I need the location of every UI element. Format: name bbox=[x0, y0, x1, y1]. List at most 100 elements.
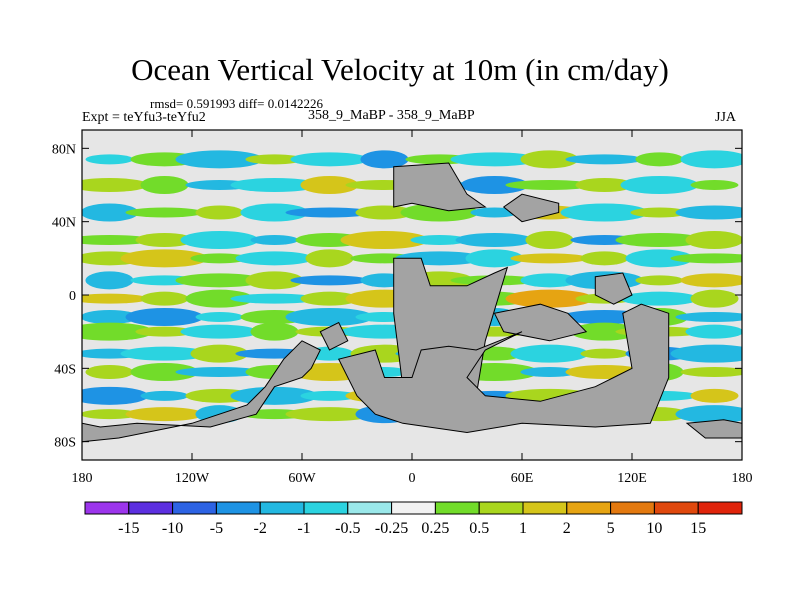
anomaly-cell bbox=[570, 322, 639, 341]
anomaly-cell bbox=[680, 367, 742, 377]
colorbar-box bbox=[653, 501, 699, 515]
anomaly-cell bbox=[175, 273, 264, 288]
colorbar-label: -0.25 bbox=[375, 520, 408, 537]
anomaly-cell bbox=[82, 293, 149, 304]
anomaly-cell bbox=[82, 235, 154, 245]
anomaly-cell bbox=[620, 291, 699, 306]
anomaly-cell bbox=[82, 386, 149, 405]
anomaly-cell bbox=[82, 409, 139, 420]
anomaly-cell bbox=[690, 388, 739, 403]
anomaly-cell bbox=[125, 207, 204, 218]
colorbar-box bbox=[610, 501, 655, 515]
colorbar-label: 10 bbox=[646, 520, 662, 537]
anomaly-cell bbox=[510, 253, 589, 264]
colorbar-box bbox=[434, 501, 480, 515]
anomaly-cell bbox=[340, 231, 429, 249]
axes: 180 120W 60W 0 60E 120E 180 80N 40N 0 40S 80S bbox=[52, 130, 753, 486]
anomaly-cell bbox=[520, 367, 579, 377]
anomaly-cell bbox=[85, 365, 134, 379]
anomaly-cell bbox=[125, 407, 204, 422]
anomaly-cell bbox=[140, 176, 189, 194]
anomaly-cell bbox=[670, 253, 742, 264]
anomaly-cell bbox=[190, 344, 249, 363]
anomaly-cell bbox=[575, 178, 634, 192]
anomaly-cell bbox=[230, 293, 319, 304]
anomaly-cell bbox=[635, 275, 684, 286]
anomaly-cell bbox=[300, 390, 359, 401]
anomaly-cell bbox=[580, 251, 629, 266]
colorbar-box bbox=[478, 501, 524, 515]
colorbar-box bbox=[84, 501, 130, 515]
anomaly-cell bbox=[250, 235, 299, 245]
anomaly-cell bbox=[180, 231, 259, 249]
colorbar-label: 2 bbox=[563, 520, 571, 537]
anomaly-cell bbox=[195, 205, 244, 220]
anomaly-cell bbox=[560, 203, 649, 222]
anomaly-cell bbox=[410, 235, 469, 245]
land-mask bbox=[319, 321, 349, 351]
land-mask bbox=[82, 340, 321, 443]
anomaly-cell bbox=[175, 150, 264, 169]
anomaly-cell bbox=[82, 203, 139, 222]
anomaly-cell bbox=[140, 390, 189, 401]
colorbar-box bbox=[303, 501, 349, 515]
anomaly-cell bbox=[305, 249, 354, 268]
anomaly-cell bbox=[250, 322, 299, 341]
rmsd-diff-stats: rmsd= 0.591993 diff= 0.0142226 bbox=[150, 96, 323, 111]
anomaly-cell bbox=[615, 233, 704, 247]
colorbar-box bbox=[172, 501, 217, 515]
anomaly-cell bbox=[625, 249, 694, 268]
x-tick-label: 180 bbox=[72, 471, 93, 486]
anomaly-cell bbox=[185, 289, 254, 308]
anomaly-cell bbox=[290, 152, 369, 167]
colorbar-label: -1 bbox=[297, 520, 310, 537]
anomaly-cell bbox=[130, 363, 199, 381]
chart-title: Ocean Vertical Velocity at 10m (in cm/da… bbox=[131, 52, 669, 87]
anomaly-cell bbox=[505, 180, 594, 190]
experiment-label: Expt = teYfu3-teYfu2 bbox=[82, 110, 206, 125]
colorbar-label: -10 bbox=[162, 520, 183, 537]
anomaly-cell bbox=[685, 231, 742, 249]
y-tick-label: 40S bbox=[54, 362, 76, 377]
anomaly-cell bbox=[520, 150, 579, 169]
anomaly-cell bbox=[460, 176, 529, 194]
anomaly-cell bbox=[85, 271, 134, 290]
anomaly-cell bbox=[685, 324, 742, 339]
anomaly-cell bbox=[85, 154, 134, 165]
anomaly-cell bbox=[300, 176, 359, 194]
anomaly-cell bbox=[285, 207, 374, 218]
x-tick-label: 120E bbox=[617, 471, 647, 486]
colorbar-label: -5 bbox=[210, 520, 223, 537]
colorbar-label: -0.5 bbox=[335, 520, 360, 537]
anomaly-cell bbox=[135, 233, 194, 247]
anomaly-cell bbox=[285, 308, 374, 326]
anomaly-cell bbox=[195, 312, 244, 322]
run-comparison-label: 358_9_MaBP - 358_9_MaBP bbox=[308, 108, 475, 123]
colorbar-label: 1 bbox=[519, 520, 527, 537]
anomaly-cell bbox=[675, 405, 742, 424]
colorbar-box bbox=[566, 501, 612, 515]
colorbar-label: 0.5 bbox=[469, 520, 489, 537]
anomaly-cell bbox=[82, 310, 139, 324]
anomaly-cell bbox=[140, 291, 189, 306]
anomaly-cell bbox=[360, 150, 409, 169]
anomaly-cell bbox=[680, 273, 742, 288]
colorbar-box bbox=[128, 501, 174, 515]
anomaly-cell bbox=[670, 344, 742, 363]
anomaly-cell bbox=[675, 205, 742, 220]
anomaly-cell bbox=[175, 367, 264, 377]
anomaly-cell bbox=[180, 324, 259, 339]
anomaly-cell bbox=[455, 233, 534, 247]
colorbar-box bbox=[259, 501, 305, 515]
anomaly-cell bbox=[620, 176, 699, 194]
colorbar-label: -15 bbox=[118, 520, 139, 537]
x-tick-label: 120W bbox=[175, 471, 210, 486]
colorbar-box bbox=[391, 501, 436, 515]
colorbar-label: 0.25 bbox=[421, 520, 449, 537]
plot-area bbox=[81, 129, 743, 461]
anomaly-cell bbox=[190, 253, 249, 264]
colorbar-box bbox=[522, 501, 568, 515]
anomaly-cell bbox=[690, 180, 739, 190]
anomaly-cell bbox=[135, 326, 194, 337]
